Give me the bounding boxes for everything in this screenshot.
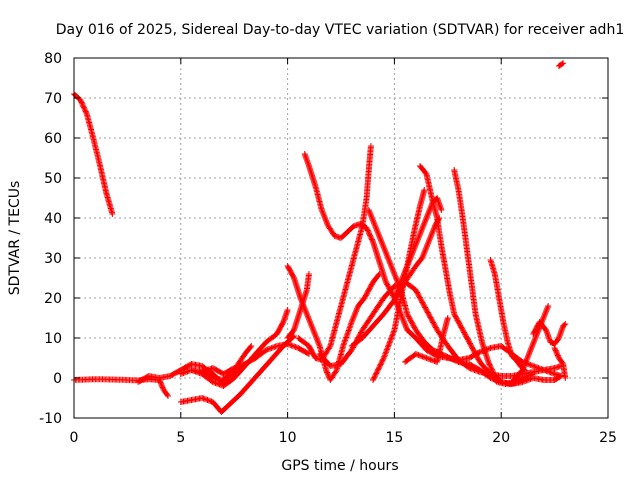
data-points-arc-k xyxy=(295,143,374,363)
plot-frame xyxy=(73,57,609,419)
series-arc-h xyxy=(284,263,383,383)
data-points-arc-w xyxy=(555,60,567,69)
y-axis-title: SDTVAR / TECUs xyxy=(7,181,23,296)
series-arc-s xyxy=(487,257,528,373)
x-tick-label: 15 xyxy=(385,430,403,446)
chart-title: Day 016 of 2025, Sidereal Day-to-day VTE… xyxy=(56,22,624,38)
y-tick-label: 70 xyxy=(44,91,62,107)
y-tick-label: 0 xyxy=(53,371,62,387)
series-arc-r xyxy=(451,167,530,387)
y-tick-label: 50 xyxy=(44,171,62,187)
x-tick-label: 10 xyxy=(279,430,297,446)
x-axis-title: GPS time / hours xyxy=(281,458,398,474)
data-points-arc-v xyxy=(551,345,569,381)
data-points-arc-e xyxy=(177,333,297,415)
series-arc-g xyxy=(199,343,255,383)
series-arc-u xyxy=(530,319,569,347)
y-tick-label: 30 xyxy=(44,251,62,267)
series-arc-f xyxy=(188,307,291,389)
data-points-arc-p xyxy=(391,195,445,301)
x-tick-label: 0 xyxy=(70,430,79,446)
y-tick-label: -10 xyxy=(39,411,62,427)
series-arc-w xyxy=(555,60,567,69)
data-points-arc-h xyxy=(284,263,383,383)
series-arc-e xyxy=(177,333,297,415)
x-tick-label: 20 xyxy=(492,430,510,446)
data-points-arc-r xyxy=(451,167,530,387)
y-tick-label: 20 xyxy=(44,291,62,307)
data-points-arc-u xyxy=(530,319,569,347)
y-tick-label: 80 xyxy=(44,51,62,67)
y-tick-label: 40 xyxy=(44,211,62,227)
data-points-arc-g xyxy=(199,343,255,383)
x-tick-label: 5 xyxy=(176,430,185,446)
series-arc-p xyxy=(391,195,445,301)
tick-layer: 0 5 10 15 20 25 -10 0 10 20 30 40 50 60 70 80 xyxy=(39,51,617,446)
data-points-arc-f xyxy=(188,307,291,389)
y-tick-label: 60 xyxy=(44,131,62,147)
x-tick-label: 25 xyxy=(599,430,617,446)
data-points-arc-x xyxy=(402,315,451,365)
series-arc-k xyxy=(295,143,374,363)
series-arc-v xyxy=(551,345,569,381)
y-tick-label: 10 xyxy=(44,331,62,347)
data-points-arc-s xyxy=(487,257,528,373)
data-points-arc-i xyxy=(284,271,312,341)
series-arc-x xyxy=(402,315,451,365)
series-arc-i xyxy=(284,271,312,341)
